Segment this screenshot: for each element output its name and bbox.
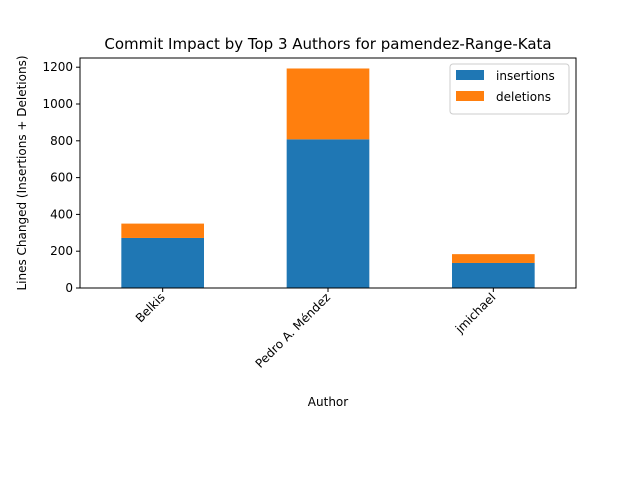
x-tick-label: Pedro A. Méndez	[253, 290, 334, 371]
x-axis-label: Author	[308, 395, 348, 409]
bar-insertions-2	[452, 262, 535, 288]
y-axis-label: Lines Changed (Insertions + Deletions)	[15, 55, 29, 290]
legend-swatch-insertions	[456, 70, 484, 80]
bar-deletions-0	[121, 223, 204, 238]
bar-deletions-2	[452, 254, 535, 263]
legend-label-deletions: deletions	[496, 90, 551, 104]
y-tick-label: 1000	[42, 97, 73, 111]
legend-swatch-deletions	[456, 91, 484, 101]
y-tick-label: 0	[65, 281, 73, 295]
y-axis: 0 200 400 600 800 1000 1200	[42, 60, 80, 295]
y-tick-label: 200	[50, 244, 73, 258]
legend-label-insertions: insertions	[496, 69, 555, 83]
bar-deletions-1	[286, 68, 370, 140]
bars-layer	[121, 68, 535, 288]
legend: insertions deletions	[449, 63, 570, 115]
y-tick-label: 600	[50, 171, 73, 185]
x-tick-label: jmichael	[452, 290, 498, 336]
y-tick-label: 1200	[42, 60, 73, 74]
x-axis: Belkis Pedro A. Méndez jmichael	[133, 288, 498, 371]
chart-title: Commit Impact by Top 3 Authors for pamen…	[104, 35, 551, 53]
y-tick-label: 800	[50, 134, 73, 148]
bar-insertions-0	[121, 237, 204, 288]
x-tick-label: Belkis	[133, 290, 168, 325]
bar-insertions-1	[286, 139, 370, 288]
y-tick-label: 400	[50, 207, 73, 221]
